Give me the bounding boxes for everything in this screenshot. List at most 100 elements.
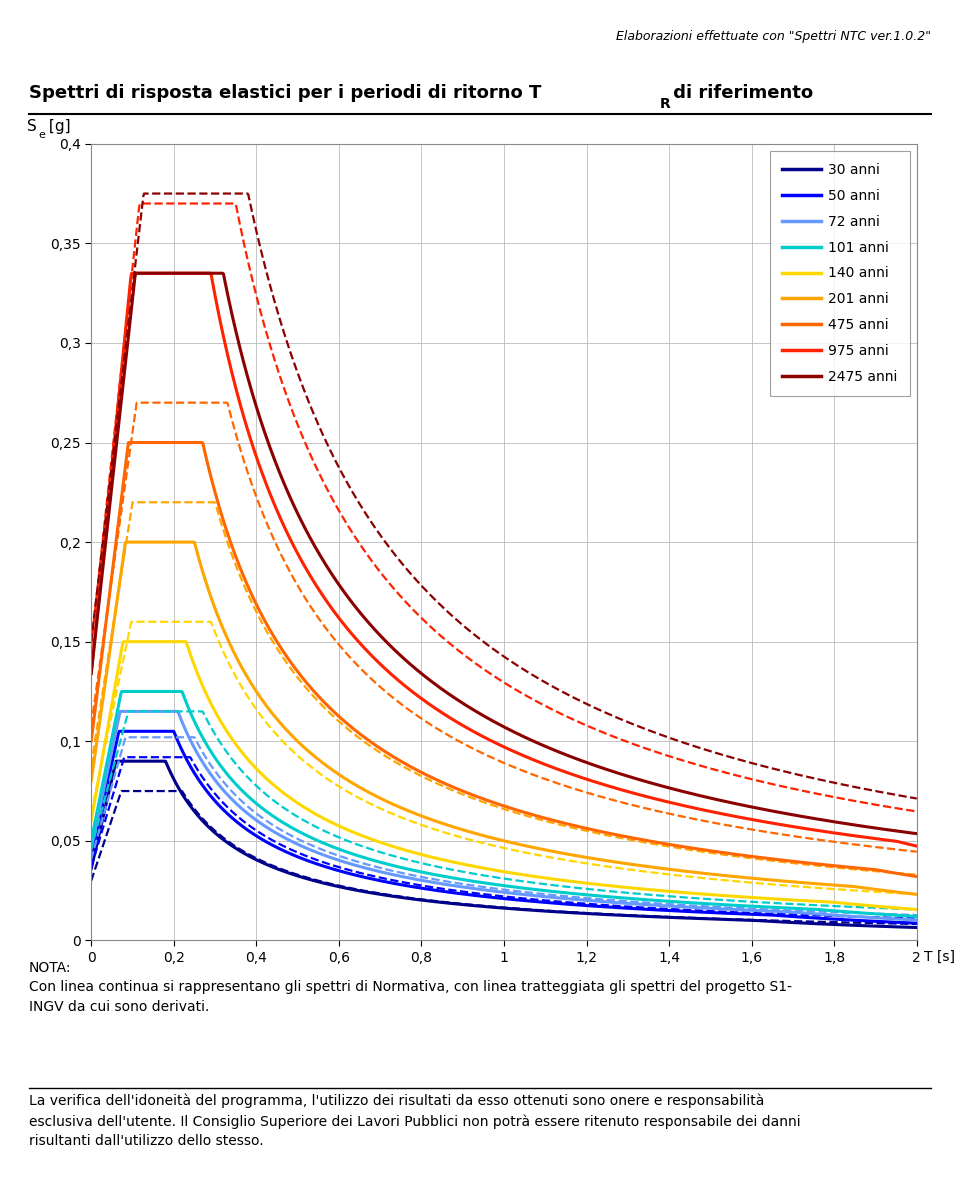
72 anni [653,898,664,913]
975 anni [85,666,97,680]
50 anni [911,916,923,931]
30 anni [911,920,923,934]
Line: 101 anni: 101 anni [91,691,917,916]
2475 anni [653,778,664,792]
201 anni [745,871,756,885]
30 anni [450,896,462,910]
2475 anni [130,266,141,280]
475 anni [745,849,756,864]
72 anni [911,913,923,927]
Line: 72 anni: 72 anni [91,712,917,920]
2475 anni [420,670,432,684]
475 anni [911,870,923,884]
475 anni [420,768,432,782]
72 anni [730,902,741,916]
975 anni [126,266,137,280]
Text: NOTA:
Con linea continua si rappresentano gli spettri di Normativa, con linea tr: NOTA: Con linea continua si rappresentan… [29,961,792,1014]
30 anni [110,754,122,768]
50 anni [171,731,182,745]
Text: T [s]: T [s] [924,950,955,964]
475 anni [85,734,97,749]
72 anni [85,842,97,857]
975 anni [745,812,756,827]
30 anni [730,913,741,927]
140 anni [171,635,182,649]
Line: 30 anni: 30 anni [91,761,917,927]
Text: Elaborazioni effettuate con "Spettri NTC ver.1.0.2": Elaborazioni effettuate con "Spettri NTC… [616,30,931,43]
72 anni [171,704,182,719]
Line: 201 anni: 201 anni [91,541,917,895]
101 anni [420,866,432,881]
72 anni [114,704,126,719]
Line: 2475 anni: 2475 anni [91,273,917,834]
30 anni [85,861,97,876]
101 anni [911,909,923,924]
30 anni [171,776,182,791]
50 anni [653,903,664,918]
475 anni [171,435,182,449]
975 anni [911,839,923,853]
975 anni [653,793,664,807]
975 anni [450,714,462,728]
Text: S: S [27,119,36,134]
101 anni [730,898,741,913]
101 anni [116,684,128,698]
30 anni [653,909,664,924]
Text: R: R [660,97,670,111]
140 anni [450,855,462,870]
2475 anni [745,799,756,813]
475 anni [123,435,134,449]
140 anni [745,890,756,904]
50 anni [745,907,756,921]
201 anni [730,870,741,884]
2475 anni [171,266,182,280]
Line: 50 anni: 50 anni [91,731,917,924]
140 anni [653,883,664,897]
140 anni [118,635,130,649]
72 anni [420,873,432,888]
Legend: 30 anni, 50 anni, 72 anni, 101 anni, 140 anni, 201 anni, 475 anni, 975 anni, 247: 30 anni, 50 anni, 72 anni, 101 anni, 140… [770,151,910,397]
140 anni [911,902,923,916]
Text: Spettri di risposta elastici per i periodi di ritorno T: Spettri di risposta elastici per i perio… [29,84,541,102]
Line: 475 anni: 475 anni [91,442,917,877]
Text: di riferimento: di riferimento [667,84,813,102]
2475 anni [85,666,97,680]
975 anni [420,695,432,709]
101 anni [450,871,462,885]
201 anni [171,534,182,549]
2475 anni [450,691,462,706]
201 anni [120,534,132,549]
2475 anni [911,827,923,841]
72 anni [450,879,462,894]
50 anni [450,885,462,900]
Line: 975 anni: 975 anni [91,273,917,846]
Text: La verifica dell'idoneità del programma, l'utilizzo dei risultati da esso ottenu: La verifica dell'idoneità del programma,… [29,1094,801,1148]
140 anni [420,848,432,863]
101 anni [745,898,756,913]
475 anni [450,781,462,795]
201 anni [420,810,432,824]
50 anni [85,849,97,864]
475 anni [653,835,664,849]
101 anni [85,834,97,848]
475 anni [730,847,741,861]
Text: e: e [38,131,45,140]
101 anni [171,684,182,698]
140 anni [85,813,97,828]
Text: [g]: [g] [44,119,71,134]
975 anni [730,810,741,824]
101 anni [653,894,664,908]
30 anni [745,913,756,927]
975 anni [171,266,182,280]
140 anni [730,889,741,903]
72 anni [745,903,756,918]
50 anni [730,907,741,921]
30 anni [420,894,432,908]
201 anni [653,861,664,876]
2475 anni [730,797,741,811]
50 anni [420,882,432,896]
50 anni [113,724,125,738]
201 anni [450,821,462,835]
Line: 140 anni: 140 anni [91,642,917,909]
201 anni [85,774,97,788]
